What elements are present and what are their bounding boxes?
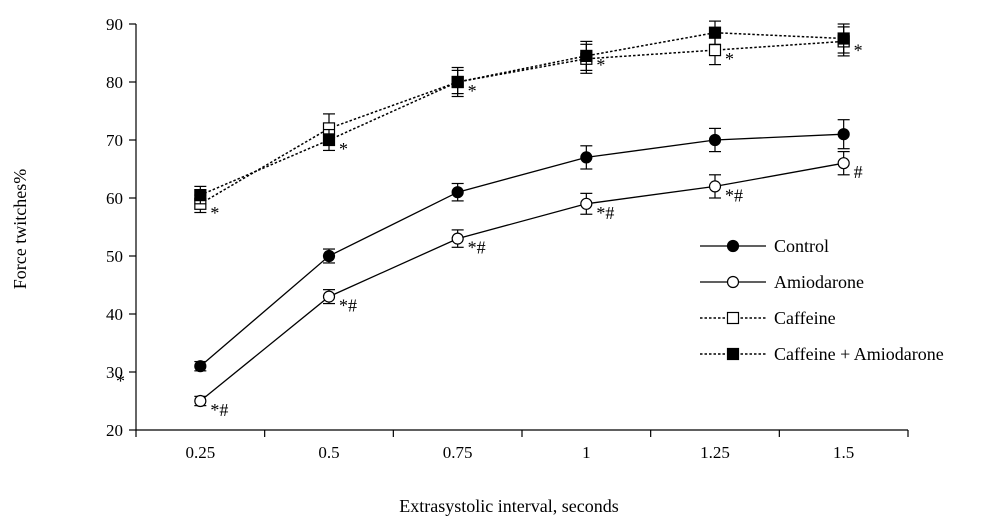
y-tick-label: 80 [106, 73, 123, 92]
significance-mark: *# [210, 400, 228, 420]
legend-marker [726, 239, 740, 253]
significance-mark: *# [339, 296, 357, 316]
legend-item: Control [700, 236, 829, 256]
legend-label: Amiodarone [774, 272, 864, 292]
data-point [322, 133, 336, 147]
significance-mark: * [210, 203, 219, 223]
data-point [451, 75, 464, 89]
y-tick-label: 70 [106, 131, 123, 150]
data-point [708, 43, 722, 57]
x-tick-label: 1.5 [833, 443, 854, 462]
y-tick-label: 30 [106, 363, 123, 382]
significance-mark: *# [725, 185, 743, 205]
x-tick-label: 1.25 [700, 443, 730, 462]
data-point [194, 189, 207, 202]
series-caffeine [194, 26, 850, 214]
significance-mark: *# [596, 203, 614, 223]
y-axis-label: Force twitches% [10, 169, 30, 289]
data-point [837, 32, 850, 45]
data-point [837, 128, 850, 141]
x-tick-label: 0.5 [318, 443, 339, 462]
series-caffeine-amiodarone [194, 20, 850, 205]
data-point [451, 186, 464, 199]
legend: Control Amiodarone Caffeine Caffeine + Amio… [700, 236, 944, 364]
data-point [194, 360, 207, 373]
x-tick-label: 0.75 [443, 443, 473, 462]
x-tick-label: 1 [582, 443, 591, 462]
y-tick-label: 60 [106, 189, 123, 208]
legend-item: Caffeine [700, 308, 836, 328]
data-point [708, 26, 722, 39]
series-line [200, 31, 844, 196]
y-tick-label: 90 [106, 15, 123, 34]
data-point [837, 157, 850, 170]
y-tick-label: 50 [106, 247, 123, 266]
y-tick-label: 40 [106, 305, 123, 324]
legend-marker [726, 347, 740, 361]
significance-mark: * [596, 55, 605, 75]
data-point [322, 249, 336, 263]
series-amiodarone [194, 151, 850, 408]
significance-mark: *# [468, 238, 486, 258]
significance-mark: * [468, 81, 477, 101]
data-point [580, 49, 593, 63]
legend-marker [726, 311, 740, 325]
legend-label: Control [774, 236, 829, 256]
data-point [580, 151, 593, 164]
annotations-layer: *# *# *# *# *# # * * * * * * * [116, 40, 863, 420]
significance-mark: * [854, 40, 863, 60]
data-point [451, 232, 464, 245]
legend-label: Caffeine [774, 308, 836, 328]
data-point [194, 394, 207, 408]
legend-item: Amiodarone [700, 272, 864, 292]
series-layer [194, 20, 850, 408]
series-line [199, 40, 844, 205]
data-point [580, 197, 593, 210]
significance-mark: * [725, 49, 734, 69]
significance-mark: * [339, 139, 348, 159]
legend-marker [726, 275, 740, 289]
legend-label: Caffeine + Amiodarone [774, 344, 944, 364]
legend-item: Caffeine + Amiodarone [700, 344, 944, 364]
x-tick-label: 0.25 [185, 443, 215, 462]
data-point [322, 290, 336, 303]
series-control [194, 119, 850, 373]
significance-mark: * [116, 371, 125, 391]
series-line [199, 133, 844, 367]
series-line [199, 162, 844, 402]
axes: 20 30 40 50 60 70 80 90 0.25 0.5 0.75 1 1.25 1.5 [106, 15, 909, 462]
y-tick-label: 20 [106, 421, 123, 440]
significance-mark: # [854, 162, 863, 182]
data-point [708, 180, 722, 193]
x-axis-label: Extrasystolic interval, seconds [399, 496, 618, 516]
data-point [708, 133, 722, 147]
